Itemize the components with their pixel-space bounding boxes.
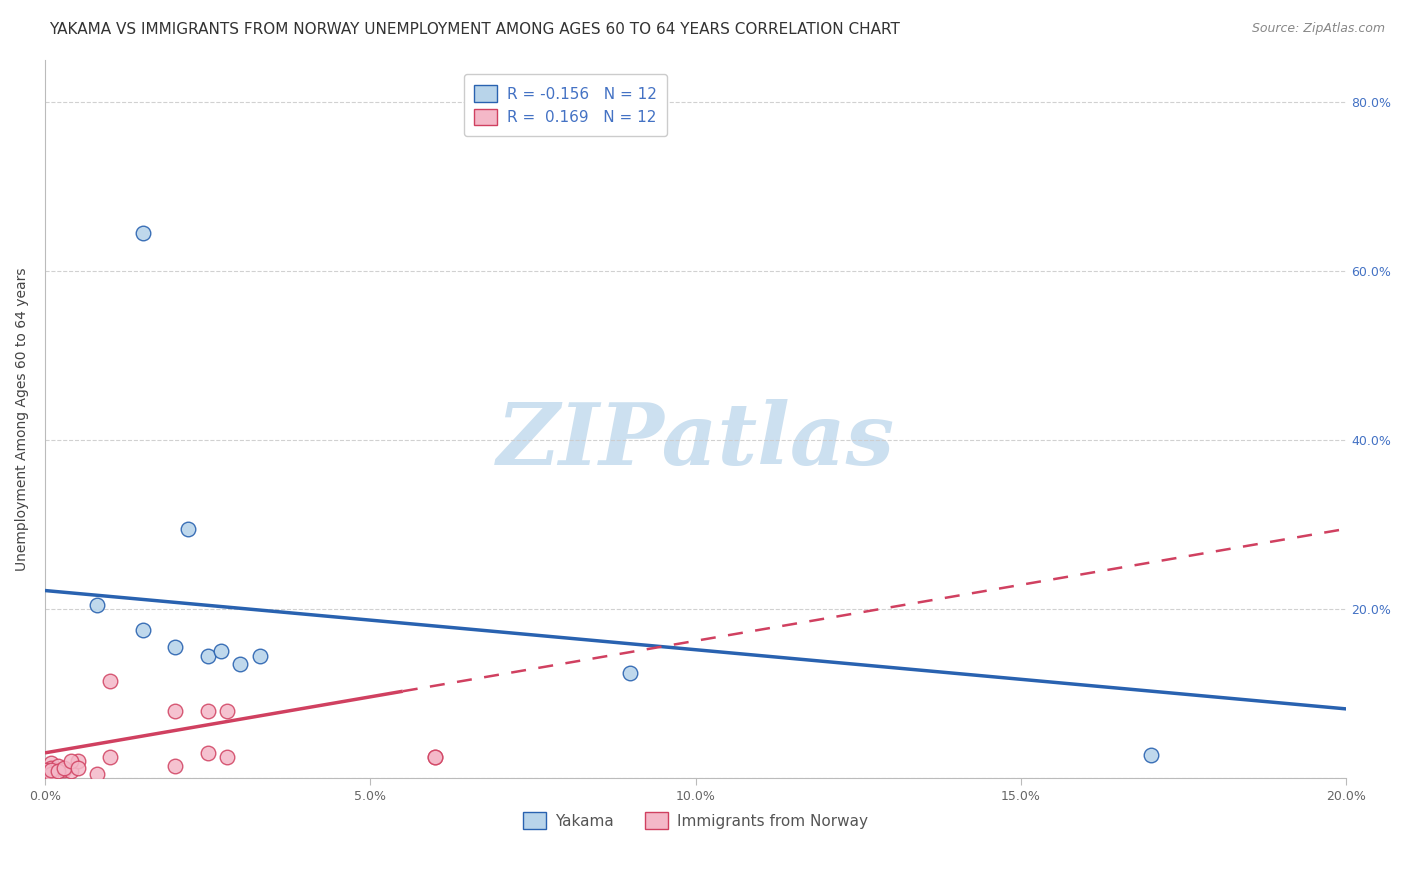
Point [66,761,89,775]
Point [53,761,76,775]
Point [41,763,63,777]
Point [86,598,108,612]
Point [165,640,187,655]
Point [217,750,239,764]
Point [41,761,63,775]
Point [34,763,56,777]
Point [98,750,121,764]
Point [86,767,108,781]
Point [619,665,641,680]
Point [177,522,200,536]
Point [197,704,219,718]
Point [165,758,187,772]
Point [53,763,76,777]
Point [425,750,447,764]
Point [41,767,63,781]
Point [46,764,69,779]
Point [59,764,82,779]
Point [59,754,82,768]
Point [131,226,153,240]
Text: ZIPatlas: ZIPatlas [496,399,894,483]
Point [131,624,153,638]
Point [217,704,239,718]
Point [34,763,56,777]
Point [66,754,89,768]
Point [425,750,447,764]
Point [98,673,121,688]
Point [1140,747,1163,762]
Y-axis label: Unemployment Among Ages 60 to 64 years: Unemployment Among Ages 60 to 64 years [15,268,30,571]
Point [209,644,232,658]
Point [229,657,252,671]
Point [197,746,219,760]
Point [165,704,187,718]
Text: Source: ZipAtlas.com: Source: ZipAtlas.com [1251,22,1385,36]
Point [41,756,63,770]
Legend: Yakama, Immigrants from Norway: Yakama, Immigrants from Norway [517,806,875,835]
Point [46,758,69,772]
Point [197,648,219,663]
Point [249,648,271,663]
Text: YAKAMA VS IMMIGRANTS FROM NORWAY UNEMPLOYMENT AMONG AGES 60 TO 64 YEARS CORRELAT: YAKAMA VS IMMIGRANTS FROM NORWAY UNEMPLO… [49,22,900,37]
